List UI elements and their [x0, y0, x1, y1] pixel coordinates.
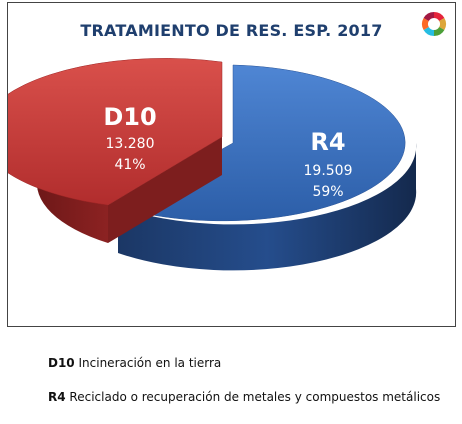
label-d10-code: D10 — [103, 103, 156, 131]
legend-r4-code: R4 — [48, 390, 66, 404]
label-r4-value: 19.509 — [304, 163, 353, 179]
legend-d10-code: D10 — [48, 356, 75, 370]
slice-d10 — [8, 58, 223, 206]
label-r4-code: R4 — [310, 128, 345, 156]
label-d10-percent: 41% — [114, 157, 145, 173]
label-d10-value: 13.280 — [106, 136, 155, 152]
ods-logo-icon — [421, 11, 447, 37]
legend-r4-text: Reciclado o recuperación de metales y co… — [69, 390, 441, 404]
pie-chart: D10 13.280 41% R4 19.509 59% — [8, 58, 417, 271]
chart-title: TRATAMIENTO DE RES. ESP. 2017 — [80, 21, 383, 40]
slice-d10-side — [36, 137, 108, 243]
legend-d10-text: Incineración en la tierra — [78, 356, 222, 370]
slice-r4-side — [118, 143, 417, 271]
slice-d10-edge — [108, 137, 222, 243]
label-r4-percent: 59% — [312, 184, 343, 200]
legend-r4: R4 Reciclado o recuperación de metales y… — [48, 390, 440, 404]
legend-d10: D10 Incineración en la tierra — [48, 356, 221, 370]
chart-frame: TRATAMIENTO DE RES. ESP. 2017 — [7, 2, 456, 327]
